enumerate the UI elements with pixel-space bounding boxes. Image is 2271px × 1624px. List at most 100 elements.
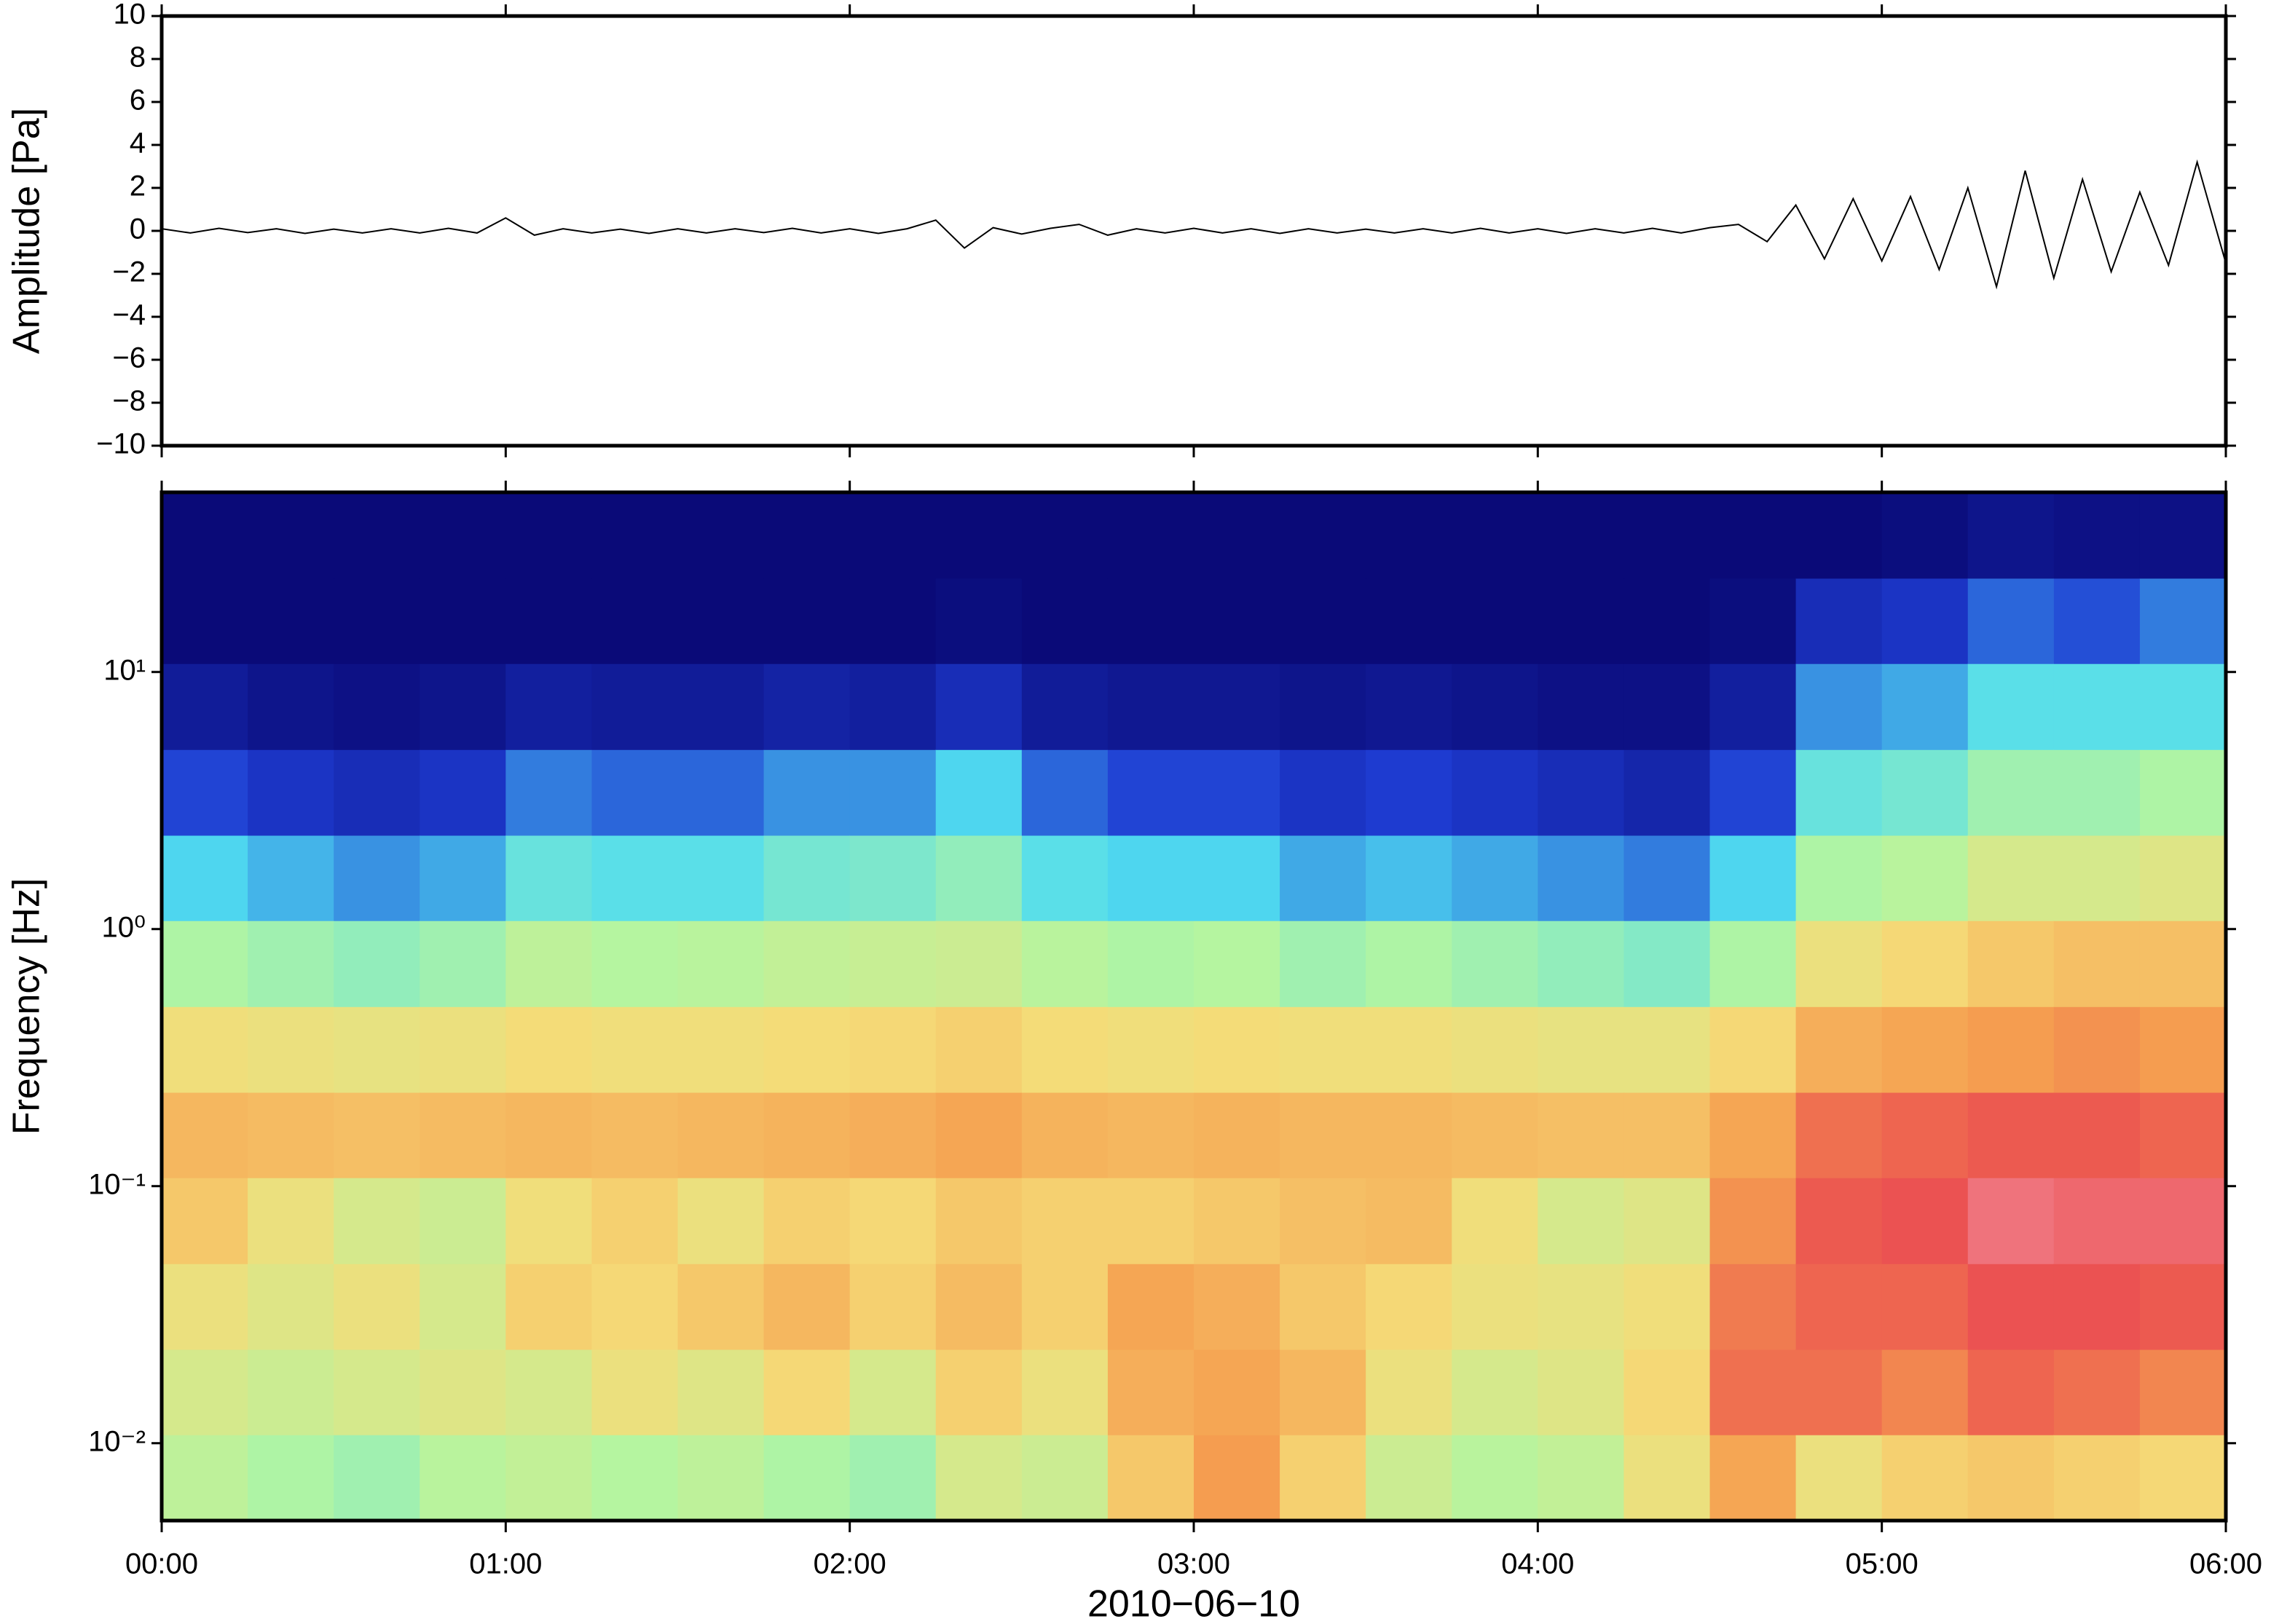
spectrogram-cell	[935, 1177, 1023, 1264]
spectrogram-cell	[1021, 1264, 1109, 1350]
spectrogram-cell	[1107, 1006, 1194, 1093]
spectrogram-cell	[1366, 492, 1453, 579]
spectrogram-cell	[1795, 1264, 1883, 1350]
spectrogram-cell	[1967, 920, 2055, 1007]
spectrogram-cell	[1107, 1349, 1194, 1435]
spectrogram-cell	[420, 663, 507, 750]
spectrogram-cell	[2053, 920, 2141, 1007]
spectrogram-cell	[2053, 749, 2141, 836]
spectrogram-cell	[763, 1006, 851, 1093]
spectrogram-cell	[162, 1349, 248, 1435]
spectrogram-cell	[1881, 1177, 1969, 1264]
spectrogram-cell	[2053, 1006, 2141, 1093]
spectrogram-cell	[248, 1349, 334, 1435]
spectrogram-cell	[1967, 663, 2055, 750]
spectrogram-cell	[2053, 492, 2141, 579]
spectrogram-cell	[1967, 1092, 2055, 1178]
spectrogram-cell	[1795, 1434, 1883, 1521]
spectrogram-cell	[2053, 1434, 2141, 1521]
spectrogram-cell	[1107, 663, 1194, 750]
spectrogram-cell	[1107, 578, 1194, 664]
spectrogram-cell	[1881, 835, 1969, 921]
spectrogram-cell	[2053, 578, 2141, 664]
spectrogram-cell	[1280, 492, 1366, 579]
spectrogram-cell	[849, 1092, 937, 1178]
spectrogram-cell	[591, 492, 679, 579]
spectrogram-cell	[1366, 1264, 1453, 1350]
spectrogram-cell	[248, 1092, 334, 1178]
spectrogram-cell	[677, 1006, 765, 1093]
spectrogram-cell	[1194, 1349, 1280, 1435]
spectrogram-cell	[591, 1434, 679, 1521]
spectrogram-cell	[1107, 1092, 1194, 1178]
spectrogram-cell	[1623, 1006, 1711, 1093]
y-tick-label: 10⁻¹	[88, 1168, 146, 1200]
spectrogram-cell	[1795, 663, 1883, 750]
spectrogram-cell	[1795, 1177, 1883, 1264]
spectrogram-cell	[1538, 1092, 1625, 1178]
spectrogram-cell	[248, 920, 334, 1007]
spectrogram-cell	[1881, 1006, 1969, 1093]
spectrogram-cell	[849, 1434, 937, 1521]
spectrogram-cell	[162, 1264, 248, 1350]
spectrogram-cell	[763, 1434, 851, 1521]
spectrogram-cell	[505, 578, 593, 664]
spectrogram-cell	[1194, 663, 1280, 750]
spectrogram-cell	[935, 1434, 1023, 1521]
spectrogram-cell	[1623, 1434, 1711, 1521]
spectrogram-cell	[334, 835, 421, 921]
spectrogram-cell	[1366, 920, 1453, 1007]
spectrogram-cell	[248, 1264, 334, 1350]
spectrogram-cell	[1967, 1177, 2055, 1264]
x-tick-label: 06:00	[2189, 1548, 2262, 1580]
spectrogram-cell	[1709, 920, 1797, 1007]
spectrogram-cell	[591, 1006, 679, 1093]
spectrogram-cell	[1194, 578, 1280, 664]
spectrogram-cell	[2139, 663, 2226, 750]
spectrogram-cell	[1280, 749, 1366, 836]
spectrogram-cell	[1538, 920, 1625, 1007]
spectrogram-cell	[2053, 1349, 2141, 1435]
spectrogram-cell	[1538, 1006, 1625, 1093]
spectrogram-cell	[1623, 1349, 1711, 1435]
spectrogram-cell	[1107, 835, 1194, 921]
spectrogram-cell	[1366, 1349, 1453, 1435]
spectrogram-cell	[505, 1006, 593, 1093]
spectrogram-cell	[1623, 492, 1711, 579]
spectrogram-cell	[1452, 1006, 1539, 1093]
spectrogram-cell	[162, 578, 248, 664]
spectrogram-cell	[1452, 1264, 1539, 1350]
spectrogram-cell	[2139, 920, 2226, 1007]
spectrogram-cell	[1194, 835, 1280, 921]
y-axis-label: Frequency [Hz]	[6, 878, 48, 1135]
spectrogram-cell	[1795, 1006, 1883, 1093]
waveform-line	[162, 159, 2226, 290]
spectrogram-cell	[248, 663, 334, 750]
spectrogram-cell	[2053, 1264, 2141, 1350]
spectrogram-cell	[420, 578, 507, 664]
spectrogram-cell	[1623, 1177, 1711, 1264]
spectrogram-cell	[591, 749, 679, 836]
spectrogram-cell	[677, 1177, 765, 1264]
spectrogram-cell	[935, 663, 1023, 750]
spectrogram-cell	[677, 749, 765, 836]
spectrogram-cell	[1194, 492, 1280, 579]
spectrogram-cell	[591, 835, 679, 921]
spectrogram-cell	[1709, 1006, 1797, 1093]
spectrogram-cell	[1452, 1434, 1539, 1521]
spectrogram-cell	[1021, 492, 1109, 579]
spectrogram-cell	[1538, 1349, 1625, 1435]
y-tick-label: −8	[112, 385, 146, 417]
spectrogram-cell	[334, 749, 421, 836]
spectrogram-cell	[2053, 835, 2141, 921]
spectrogram-cell	[1623, 663, 1711, 750]
spectrogram-cell	[1107, 920, 1194, 1007]
spectrogram-cell	[162, 1434, 248, 1521]
spectrogram-cell	[1021, 663, 1109, 750]
spectrogram-cell	[935, 920, 1023, 1007]
spectrogram-cell	[1709, 663, 1797, 750]
spectrogram-cell	[505, 1177, 593, 1264]
spectrogram-cell	[677, 1092, 765, 1178]
spectrogram-cell	[2139, 1177, 2226, 1264]
